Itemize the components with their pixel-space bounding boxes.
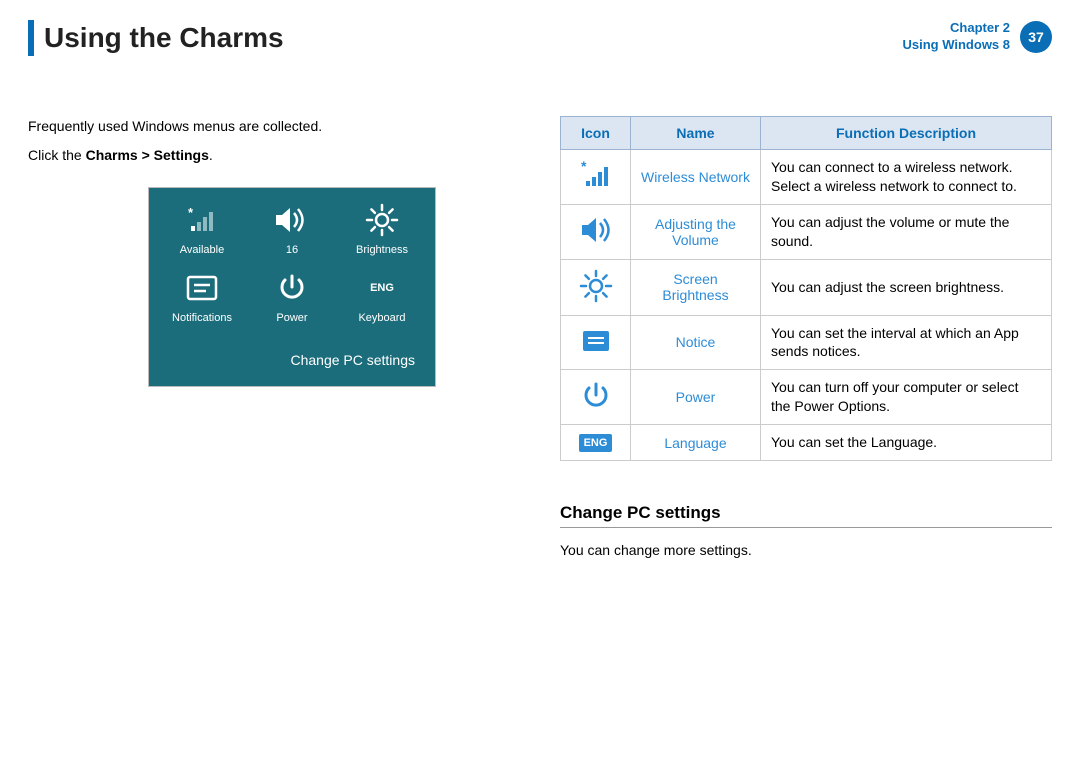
notifications-icon bbox=[184, 270, 220, 306]
section-body: You can change more settings. bbox=[560, 542, 1052, 558]
name-cell-volume: Adjusting the Volume bbox=[631, 204, 761, 259]
chapter-line2: Using Windows 8 bbox=[903, 37, 1011, 54]
tile-brightness-label: Brightness bbox=[356, 244, 408, 256]
tile-power[interactable]: Power bbox=[250, 270, 334, 324]
tile-keyboard[interactable]: ENG Keyboard bbox=[340, 270, 424, 324]
intro-line2-suffix: . bbox=[209, 147, 213, 163]
intro-line2-bold: Charms > Settings bbox=[86, 147, 209, 163]
notice-icon bbox=[583, 331, 609, 351]
speaker-icon bbox=[274, 202, 310, 238]
table-row: Screen Brightness You can adjust the scr… bbox=[561, 259, 1052, 315]
intro-line1: Frequently used Windows menus are collec… bbox=[28, 116, 520, 137]
th-desc: Function Description bbox=[761, 117, 1052, 150]
eng-badge-icon: ENG bbox=[579, 434, 613, 452]
tile-available[interactable]: * Available bbox=[160, 202, 244, 256]
tile-notifications-label: Notifications bbox=[172, 312, 232, 324]
chapter-line1: Chapter 2 bbox=[903, 20, 1011, 37]
table-row: Notice You can set the interval at which… bbox=[561, 315, 1052, 370]
icon-cell-language: ENG bbox=[561, 425, 631, 461]
keyboard-lang-icon: ENG bbox=[364, 270, 400, 306]
th-icon: Icon bbox=[561, 117, 631, 150]
tile-notifications[interactable]: Notifications bbox=[160, 270, 244, 324]
left-column: Frequently used Windows menus are collec… bbox=[28, 116, 520, 558]
name-cell-notice: Notice bbox=[631, 315, 761, 370]
signal-icon: * bbox=[184, 202, 220, 238]
icon-cell-wireless: * bbox=[561, 150, 631, 205]
name-cell-power: Power bbox=[631, 370, 761, 425]
title-accent-bar bbox=[28, 20, 34, 56]
desc-cell-wireless: You can connect to a wireless network. S… bbox=[761, 150, 1052, 205]
power-icon bbox=[274, 270, 310, 306]
chapter-info: Chapter 2 Using Windows 8 bbox=[903, 20, 1011, 54]
table-row: Power You can turn off your computer or … bbox=[561, 370, 1052, 425]
desc-cell-power: You can turn off your computer or select… bbox=[761, 370, 1052, 425]
page-number-badge: 37 bbox=[1020, 21, 1052, 53]
th-name: Name bbox=[631, 117, 761, 150]
desc-cell-volume: You can adjust the volume or mute the so… bbox=[761, 204, 1052, 259]
tile-volume-label: 16 bbox=[286, 244, 298, 256]
name-cell-wireless: Wireless Network bbox=[631, 150, 761, 205]
table-row: ENG Language You can set the Language. bbox=[561, 425, 1052, 461]
right-column: Icon Name Function Description * bbox=[560, 116, 1052, 558]
eng-badge: ENG bbox=[365, 279, 399, 297]
intro-line2: Click the Charms > Settings. bbox=[28, 147, 520, 163]
desc-cell-brightness: You can adjust the screen brightness. bbox=[761, 259, 1052, 315]
settings-tiles: * Available bbox=[149, 202, 435, 342]
function-table: Icon Name Function Description * bbox=[560, 116, 1052, 461]
settings-charm-panel: * Available bbox=[148, 187, 436, 387]
section-heading: Change PC settings bbox=[560, 503, 1052, 528]
name-cell-language: Language bbox=[631, 425, 761, 461]
tile-power-label: Power bbox=[276, 312, 307, 324]
svg-text:*: * bbox=[188, 206, 194, 220]
tile-available-label: Available bbox=[180, 244, 224, 256]
desc-cell-language: You can set the Language. bbox=[761, 425, 1052, 461]
icon-cell-power bbox=[561, 370, 631, 425]
name-cell-brightness: Screen Brightness bbox=[631, 259, 761, 315]
header-right: Chapter 2 Using Windows 8 37 bbox=[903, 20, 1053, 54]
page-title: Using the Charms bbox=[44, 22, 284, 54]
tile-keyboard-label: Keyboard bbox=[358, 312, 405, 324]
page-header: Using the Charms Chapter 2 Using Windows… bbox=[28, 20, 1052, 56]
icon-cell-volume bbox=[561, 204, 631, 259]
svg-text:*: * bbox=[581, 160, 587, 174]
tile-brightness[interactable]: Brightness bbox=[340, 202, 424, 256]
intro-line2-prefix: Click the bbox=[28, 147, 86, 163]
icon-cell-brightness bbox=[561, 259, 631, 315]
tile-volume[interactable]: 16 bbox=[250, 202, 334, 256]
sun-icon bbox=[364, 202, 400, 238]
table-row: * Wireless Network You can connect to a … bbox=[561, 150, 1052, 205]
icon-cell-notice bbox=[561, 315, 631, 370]
main-columns: Frequently used Windows menus are collec… bbox=[28, 116, 1052, 558]
table-row: Adjusting the Volume You can adjust the … bbox=[561, 204, 1052, 259]
change-pc-settings-link[interactable]: Change PC settings bbox=[149, 342, 435, 386]
title-wrap: Using the Charms bbox=[28, 20, 284, 56]
desc-cell-notice: You can set the interval at which an App… bbox=[761, 315, 1052, 370]
